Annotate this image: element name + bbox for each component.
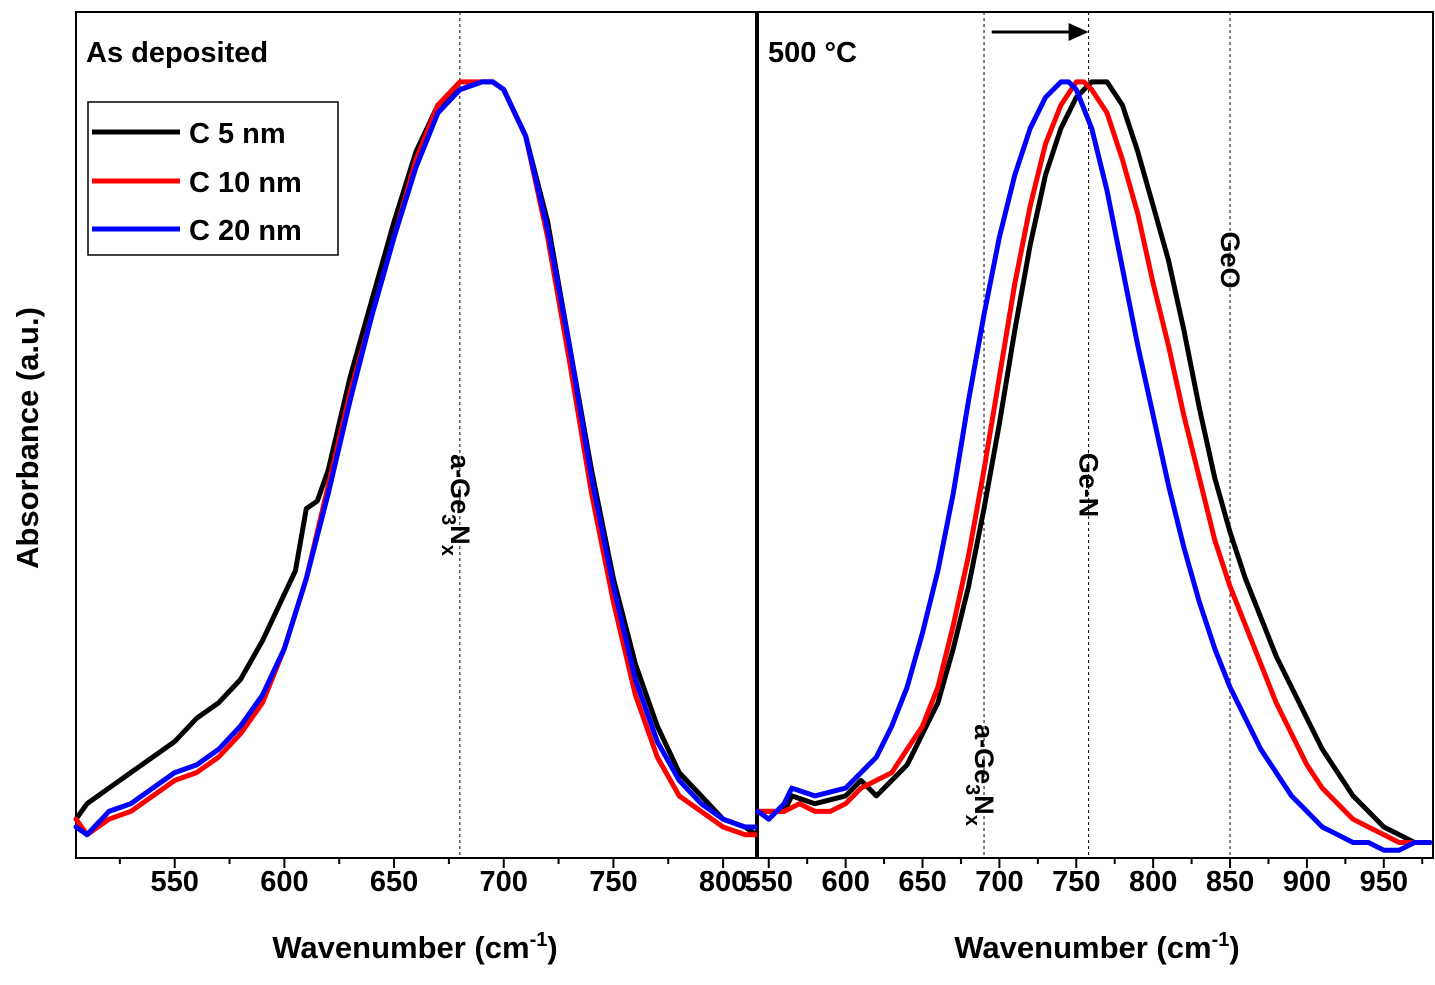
series-line-c-5-nm (73, 79, 759, 838)
x-tick-label: 600 (821, 866, 869, 898)
x-tick-label: 750 (589, 866, 637, 898)
x-tick-label: 950 (1360, 866, 1408, 898)
ref-label-1-2: GeO (1215, 231, 1245, 288)
ref-label-main: a-Ge (969, 724, 999, 784)
x-tick-label: 650 (370, 866, 418, 898)
ref-label-sub: 3 (961, 784, 983, 795)
ref-label-1-1: Ge-N (1074, 453, 1104, 518)
x-axis-title-right: Wavenumber (cm-1) (954, 929, 1239, 965)
x-tick-label: 550 (745, 866, 793, 898)
series-line-c-20-nm (73, 79, 759, 838)
x-tick-label: 600 (260, 866, 308, 898)
ref-label-0-0: a-Ge3Nx (437, 454, 475, 556)
panel-title: As deposited (86, 37, 268, 69)
panel-as-deposited: 550 600 650 700 750 800 As deposited a-Ge3Nx (73, 11, 759, 898)
panel-500c: 550 600 650 700 750 800 850 900 950 500 °C a-Ge3Nx… (745, 11, 1434, 898)
series-line-c-10-nm (73, 79, 759, 838)
y-axis-title: Absorbance (a.u.) (10, 307, 45, 569)
legend-label-c20: C 20 nm (189, 215, 302, 247)
ref-label-1-0: a-Ge3Nx (961, 724, 999, 826)
ref-label-mid: N (445, 525, 475, 545)
legend: C 5 nm C 10 nm C 20 nm (87, 101, 339, 256)
ref-label-main: a-Ge (445, 454, 475, 514)
ref-label-main: GeO (1215, 231, 1245, 288)
x-tick-label: 550 (151, 866, 199, 898)
x-tick-label: 800 (1129, 866, 1177, 898)
ref-label-sub: x (437, 545, 459, 556)
series-line-c-5-nm (755, 79, 1433, 845)
x-tick-label: 700 (975, 866, 1023, 898)
ref-label-sub: x (961, 815, 983, 826)
ref-label-main: Ge-N (1074, 453, 1104, 518)
ref-label-sub: 3 (437, 514, 459, 525)
x-tick-label: 700 (480, 866, 528, 898)
shift-arrow-head (1068, 23, 1089, 41)
x-tick-label: 900 (1283, 866, 1331, 898)
x-tick-label: 750 (1052, 866, 1100, 898)
legend-label-c5: C 5 nm (189, 118, 286, 150)
ref-label-mid: N (969, 795, 999, 815)
series-line-c-10-nm (755, 79, 1433, 845)
plot-frame (757, 11, 1434, 859)
x-tick-label: 800 (699, 866, 747, 898)
series-line-c-20-nm (755, 79, 1433, 853)
panel-title: 500 °C (768, 37, 857, 69)
legend-label-c10: C 10 nm (189, 167, 302, 199)
x-tick-label: 850 (1206, 866, 1254, 898)
x-tick-label: 650 (898, 866, 946, 898)
plot-frame (75, 11, 757, 859)
x-axis-title-left: Wavenumber (cm-1) (272, 929, 557, 965)
